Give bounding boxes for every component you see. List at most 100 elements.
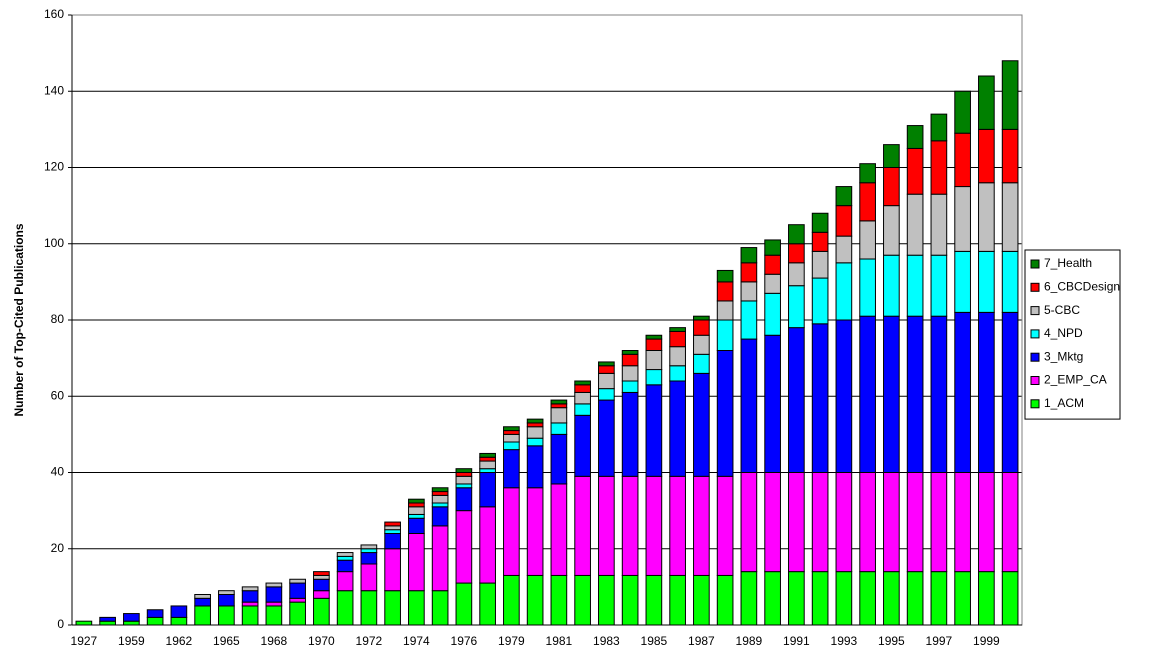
bar-segment (384, 529, 401, 534)
bar-segment (740, 281, 758, 302)
y-axis-title: Number of Top-Cited Publications (12, 223, 26, 416)
bar-segment (99, 616, 116, 622)
bar-segment (835, 319, 853, 473)
bar-segment (788, 285, 805, 329)
x-tick-label: 1974 (403, 634, 430, 648)
bar-segment (360, 563, 378, 592)
bar-segment (598, 361, 615, 367)
bar-segment (954, 571, 971, 626)
bar-segment (384, 521, 401, 527)
bar-segment (241, 601, 259, 607)
x-tick-label: 1993 (831, 634, 858, 648)
bar-segment (716, 281, 734, 302)
legend-label: 4_NPD (1044, 326, 1083, 340)
bar-segment (550, 407, 568, 424)
bar-segment (740, 472, 758, 573)
legend-swatch (1030, 329, 1040, 339)
bar-segment (431, 525, 449, 592)
bar-segment (360, 544, 378, 550)
bar-segment (669, 574, 686, 626)
bar-segment (930, 113, 948, 142)
y-tick-label: 60 (51, 388, 65, 402)
bar-segment (503, 487, 520, 576)
bar-segment (550, 422, 568, 435)
bar-segment (550, 403, 568, 409)
bar-segment (146, 616, 164, 626)
bar-segment (336, 559, 354, 573)
bar-segment (811, 323, 829, 473)
bar-segment (693, 372, 710, 477)
bar-segment (764, 254, 781, 275)
bar-segment (479, 468, 496, 473)
x-tick-label: 1997 (926, 634, 953, 648)
x-tick-label: 1995 (878, 634, 905, 648)
bar-segment (75, 620, 93, 626)
bar-segment (645, 384, 663, 477)
bar-segment (455, 475, 473, 485)
bar-segment (811, 571, 829, 626)
bar-segment (408, 502, 425, 508)
bar-segment (241, 605, 259, 626)
x-tick-label: 1965 (213, 634, 240, 648)
bar-segment (218, 590, 235, 595)
bar-segment (716, 475, 734, 576)
bar-segment (336, 552, 354, 557)
bar-segment (503, 449, 520, 489)
bar-segment (526, 437, 544, 447)
bar-segment (574, 414, 591, 477)
bar-segment (598, 365, 615, 374)
bar-segment (859, 220, 876, 260)
bar-segment (123, 620, 140, 626)
bar-segment (265, 586, 283, 603)
legend-swatch (1030, 399, 1040, 409)
bar-segment (764, 472, 781, 573)
bar-segment (289, 582, 306, 599)
bar-segment (621, 475, 639, 576)
bar-segment (479, 506, 496, 584)
bar-segment (883, 144, 900, 168)
bar-segment (241, 586, 259, 592)
bar-segment (99, 620, 116, 626)
bar-segment (431, 502, 449, 508)
bar-segment (811, 212, 829, 233)
bar-segment (906, 147, 924, 195)
y-tick-label: 160 (44, 7, 64, 21)
bar-segment (455, 510, 473, 584)
bar-segment (503, 574, 520, 626)
bar-segment (716, 574, 734, 626)
bar-segment (313, 571, 330, 576)
bar-segment (1001, 472, 1019, 573)
bar-segment (574, 384, 591, 393)
bar-segment (859, 472, 876, 573)
bar-segment (503, 441, 520, 451)
x-tick-label: 1981 (546, 634, 573, 648)
bar-segment (384, 533, 401, 550)
bar-segment (408, 517, 425, 534)
bar-segment (978, 311, 995, 473)
legend-label: 2_EMP_CA (1044, 373, 1107, 387)
bar-segment (835, 472, 853, 573)
bar-segment (313, 590, 330, 599)
bar-segment (336, 590, 354, 626)
bar-segment (740, 262, 758, 283)
bar-segment (384, 525, 401, 531)
bar-segment (883, 167, 900, 207)
bar-segment (526, 426, 544, 439)
bar-segment (598, 388, 615, 401)
bar-segment (930, 571, 948, 626)
bar-segment (954, 90, 971, 134)
bar-segment (788, 262, 805, 287)
bar-segment (716, 319, 734, 351)
y-tick-label: 40 (51, 465, 65, 479)
bar-segment (645, 369, 663, 386)
bar-segment (526, 445, 544, 489)
bar-segment (408, 498, 425, 504)
bar-segment (431, 590, 449, 626)
bar-segment (455, 468, 473, 473)
bar-segment (194, 597, 211, 607)
bar-segment (930, 193, 948, 256)
bar-segment (954, 186, 971, 252)
bar-segment (883, 315, 900, 473)
bar-segment (764, 292, 781, 336)
